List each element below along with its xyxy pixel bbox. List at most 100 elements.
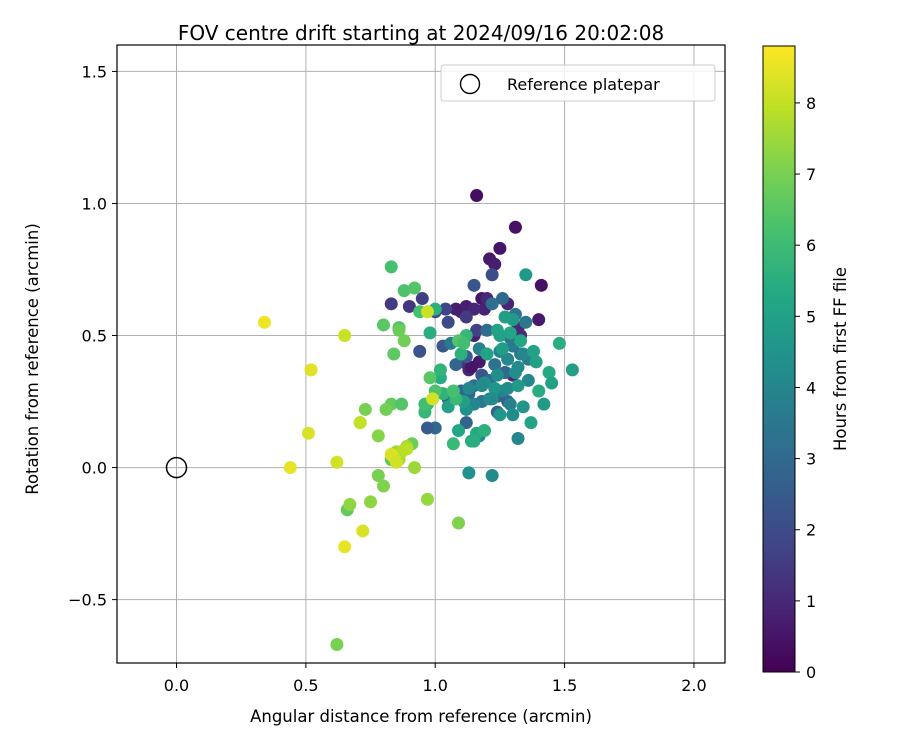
data-point <box>257 315 271 329</box>
data-point <box>449 358 463 372</box>
data-point <box>542 365 556 379</box>
data-point <box>480 347 494 361</box>
data-point <box>477 424 491 438</box>
data-point <box>511 432 525 446</box>
data-point <box>301 426 315 440</box>
data-points <box>257 189 579 652</box>
data-point <box>330 638 344 652</box>
data-point <box>495 292 509 306</box>
x-tick-label: 1.5 <box>552 676 577 695</box>
data-point <box>521 373 535 387</box>
data-point <box>384 297 398 311</box>
data-point <box>464 360 478 374</box>
x-axis-ticks: 0.0 0.5 1.0 1.5 2.0 <box>164 663 707 695</box>
legend-box <box>440 64 716 102</box>
data-point <box>283 461 297 475</box>
data-point <box>532 384 546 398</box>
data-point <box>532 313 546 327</box>
data-point <box>423 371 437 385</box>
data-point <box>358 402 372 416</box>
data-point <box>488 358 502 372</box>
x-tick-label: 2.0 <box>681 676 706 695</box>
data-point <box>498 310 512 324</box>
colorbar-tick-label: 8 <box>806 94 816 113</box>
data-point <box>408 461 422 475</box>
data-point <box>343 498 357 512</box>
data-point <box>395 397 409 411</box>
reference-layer <box>165 456 188 479</box>
data-point <box>527 344 541 358</box>
colorbar-ticks: 0 1 2 3 4 5 6 7 8 <box>795 94 816 682</box>
x-axis-label: Angular distance from reference (arcmin) <box>250 707 592 726</box>
data-point <box>446 437 460 451</box>
y-tick-label: −0.5 <box>68 591 107 610</box>
data-point <box>420 492 434 506</box>
data-point <box>423 326 437 340</box>
data-point <box>485 468 499 482</box>
data-point <box>397 334 411 348</box>
data-point <box>371 429 385 443</box>
data-point <box>420 421 434 435</box>
colorbar-tick-label: 3 <box>806 450 816 469</box>
data-point <box>338 329 352 343</box>
chart-title: FOV centre drift starting at 2024/09/16 … <box>178 21 664 45</box>
colorbar-tick-label: 4 <box>806 378 816 397</box>
data-point <box>441 315 455 329</box>
data-point <box>529 355 543 369</box>
data-point <box>304 363 318 377</box>
data-point <box>485 297 499 311</box>
data-point <box>503 397 517 411</box>
data-point <box>537 397 551 411</box>
data-point <box>379 402 393 416</box>
data-point <box>384 260 398 274</box>
y-tick-label: 1.5 <box>82 62 107 81</box>
data-point <box>459 310 473 324</box>
data-point <box>493 329 507 343</box>
data-point <box>400 442 414 456</box>
data-point <box>475 379 489 393</box>
data-point <box>545 376 559 390</box>
data-point <box>511 379 525 393</box>
x-tick-label: 1.0 <box>423 676 448 695</box>
colorbar-label: Hours from first FF file <box>831 267 850 451</box>
legend: Reference platepar <box>440 64 716 102</box>
y-tick-label: 0.5 <box>82 327 107 346</box>
colorbar-tick-label: 1 <box>806 592 816 611</box>
plot-frame <box>116 44 726 664</box>
data-point <box>516 400 530 414</box>
y-axis-label: Rotation from reference (arcmin) <box>23 223 42 495</box>
data-point <box>508 365 522 379</box>
data-point <box>415 292 429 306</box>
data-point <box>376 479 390 493</box>
data-point <box>483 392 497 406</box>
data-point <box>371 468 385 482</box>
data-point <box>408 281 422 295</box>
data-point <box>506 408 520 422</box>
data-point <box>493 408 507 422</box>
data-point <box>565 363 579 377</box>
data-point <box>387 347 401 361</box>
data-point <box>454 347 468 361</box>
reference-point <box>165 456 188 479</box>
data-point <box>514 334 528 348</box>
data-point <box>420 305 434 319</box>
data-point <box>330 455 344 469</box>
data-point <box>462 466 476 480</box>
y-axis-ticks: −0.5 0.0 0.5 1.0 1.5 <box>68 62 117 610</box>
data-point <box>495 342 509 356</box>
colorbar-tick-label: 7 <box>806 165 816 184</box>
data-point <box>356 524 370 538</box>
data-point <box>508 220 522 234</box>
colorbar-tick-label: 0 <box>806 663 816 682</box>
data-point <box>364 495 378 509</box>
data-point <box>501 381 515 395</box>
data-point <box>338 540 352 554</box>
data-point <box>457 336 471 350</box>
data-point <box>501 352 515 366</box>
data-point <box>397 284 411 298</box>
data-point <box>389 455 403 469</box>
legend-marker <box>459 73 481 95</box>
colorbar-tick-label: 6 <box>806 236 816 255</box>
data-point <box>452 516 466 530</box>
